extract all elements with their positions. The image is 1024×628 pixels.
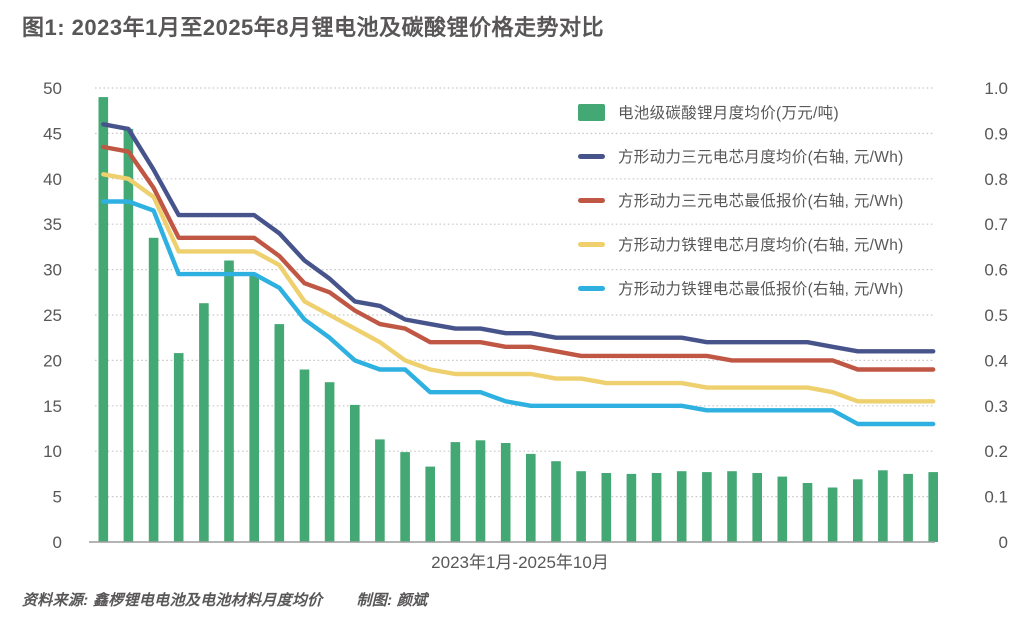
legend-line-swatch bbox=[578, 153, 605, 159]
line-series-0 bbox=[101, 122, 936, 354]
bar-2023-08 bbox=[274, 324, 285, 542]
legend-item-4: 方形动力铁锂电芯最低报价(右轴, 元/Wh) bbox=[578, 266, 904, 310]
bar-2024-03 bbox=[450, 442, 461, 542]
bar-2025-05 bbox=[802, 483, 813, 542]
bar-2024-09 bbox=[601, 473, 612, 542]
left-axis-tick: 0 bbox=[53, 533, 62, 552]
bar-2023-04 bbox=[173, 353, 184, 542]
bar-2023-12 bbox=[375, 439, 385, 542]
lithium-carbonate-bars bbox=[98, 97, 938, 543]
legend-item-0: 电池级碳酸锂月度均价(万元/吨) bbox=[578, 90, 904, 134]
left-axis-tick: 50 bbox=[43, 79, 62, 98]
bar-2024-12 bbox=[676, 471, 687, 542]
legend-item-2: 方形动力三元电芯最低报价(右轴, 元/Wh) bbox=[578, 178, 904, 222]
chart-footer: 资料来源: 鑫椤锂电电池及电池材料月度均价 制图: 颜斌 bbox=[22, 589, 427, 610]
right-axis-tick: 1.0 bbox=[984, 79, 1008, 98]
source-note: 资料来源: 鑫椤锂电电池及电池材料月度均价 bbox=[22, 592, 323, 609]
right-axis-labels: 0 0.1 0.2 0.3 0.4 0.5 0.6 0.7 0.8 0.9 1.0 bbox=[984, 79, 1008, 552]
legend-item-label: 电池级碳酸锂月度均价(万元/吨) bbox=[618, 105, 839, 122]
right-axis-tick: 0.1 bbox=[984, 488, 1008, 507]
bar-2025-01 bbox=[702, 472, 712, 542]
left-axis-tick: 20 bbox=[43, 351, 62, 370]
page-title: 图1: 2023年1月至2025年8月锂电池及碳酸锂价格走势对比 bbox=[22, 15, 605, 40]
legend-item-label: 方形动力铁锂电芯月度均价(右轴, 元/Wh) bbox=[618, 237, 904, 254]
legend-line-swatch bbox=[578, 197, 605, 203]
bar-2025-08 bbox=[878, 470, 888, 542]
legend-item-3: 方形动力铁锂电芯月度均价(右轴, 元/Wh) bbox=[578, 222, 904, 266]
bar-2024-11 bbox=[651, 473, 662, 542]
right-axis-tick: 0.2 bbox=[984, 442, 1008, 461]
right-axis-tick: 0.8 bbox=[984, 170, 1008, 189]
left-axis-tick: 35 bbox=[43, 215, 62, 234]
bar-2025-07 bbox=[853, 479, 863, 542]
bar-2024-10 bbox=[626, 473, 637, 542]
bar-2024-01 bbox=[400, 452, 410, 542]
bar-2025-02 bbox=[727, 471, 737, 542]
bar-2024-04 bbox=[475, 440, 486, 542]
bar-2023-02 bbox=[123, 128, 134, 542]
right-axis-tick: 0.6 bbox=[984, 261, 1008, 280]
bar-2023-06 bbox=[224, 260, 234, 542]
line-series-1 bbox=[101, 144, 936, 372]
bar-2024-07 bbox=[551, 461, 561, 542]
legend-item-label: 方形动力铁锂电芯最低报价(右轴, 元/Wh) bbox=[618, 281, 904, 298]
gridlines bbox=[95, 87, 935, 498]
right-axis-tick: 0.7 bbox=[984, 215, 1008, 234]
legend-square-swatch bbox=[578, 103, 605, 121]
bar-2023-05 bbox=[199, 303, 209, 542]
bar-2025-03 bbox=[752, 473, 762, 542]
bar-2025-06 bbox=[827, 487, 838, 542]
left-axis-tick: 15 bbox=[43, 397, 62, 416]
bar-2025-09 bbox=[903, 473, 913, 542]
left-axis-tick: 40 bbox=[43, 170, 62, 189]
chart-legend: 电池级碳酸锂月度均价(万元/吨) 方形动力三元电芯月度均价(右轴, 元/Wh) 方形… bbox=[578, 90, 904, 310]
bar-2023-09 bbox=[299, 369, 310, 542]
left-axis-tick: 45 bbox=[43, 124, 62, 143]
bar-2024-06 bbox=[526, 453, 536, 542]
line-series-3 bbox=[101, 199, 936, 427]
legend-line-swatch bbox=[578, 241, 605, 247]
line-series-2 bbox=[101, 172, 936, 404]
bar-2024-08 bbox=[576, 471, 586, 542]
legend-line-swatch bbox=[578, 285, 605, 291]
legend-item-1: 方形动力三元电芯月度均价(右轴, 元/Wh) bbox=[578, 134, 904, 178]
bar-2024-05 bbox=[500, 443, 511, 542]
right-axis-tick: 0.9 bbox=[984, 124, 1008, 143]
right-axis-tick: 0.3 bbox=[984, 397, 1008, 416]
bar-2023-11 bbox=[350, 404, 360, 542]
right-axis-tick: 0 bbox=[999, 533, 1008, 552]
left-axis-tick: 10 bbox=[43, 442, 62, 461]
left-axis-tick: 5 bbox=[53, 488, 62, 507]
right-axis-tick: 0.4 bbox=[984, 351, 1008, 370]
legend-item-label: 方形动力三元电芯最低报价(右轴, 元/Wh) bbox=[618, 193, 904, 210]
bar-2025-04 bbox=[777, 476, 788, 542]
credit-note: 制图: 颜斌 bbox=[356, 592, 428, 609]
bar-2023-01 bbox=[98, 97, 109, 542]
left-axis-tick: 25 bbox=[43, 306, 62, 325]
right-axis-tick: 0.5 bbox=[984, 306, 1008, 325]
left-axis-tick: 30 bbox=[43, 261, 62, 280]
left-axis-labels: 0 5 10 15 20 25 30 35 40 45 50 bbox=[43, 79, 62, 552]
legend-item-label: 方形动力三元电芯月度均价(右轴, 元/Wh) bbox=[618, 149, 904, 166]
bar-2023-10 bbox=[324, 382, 335, 542]
bar-2024-02 bbox=[425, 466, 435, 542]
x-axis-label: 2023年1月-2025年10月 bbox=[431, 553, 609, 572]
bar-2025-10 bbox=[928, 472, 938, 542]
bar-2023-07 bbox=[249, 274, 259, 542]
bar-2023-03 bbox=[148, 237, 159, 543]
